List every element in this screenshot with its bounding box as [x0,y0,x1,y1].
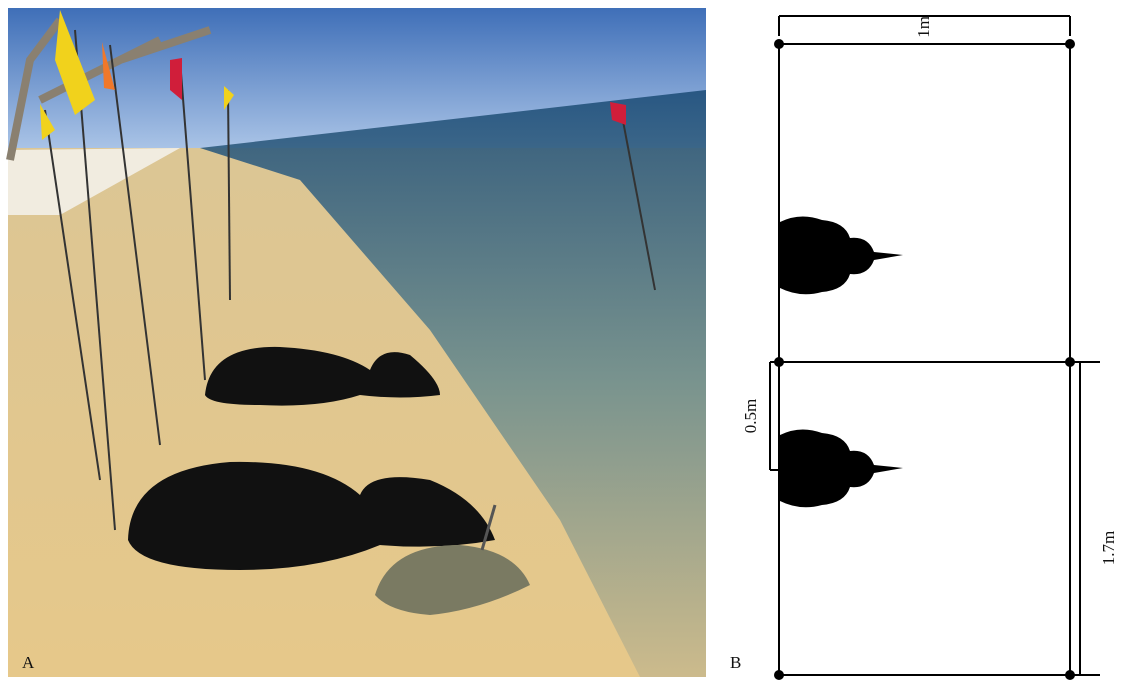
crab-shell [375,545,530,615]
panel-label-b: B [730,653,741,672]
width-label: 1m [914,16,933,38]
diagram: 1m 0.5m 1.7m B [730,15,1118,680]
photo: A [6,8,706,677]
crab-tail [480,504,497,551]
length-dimension [1070,361,1100,676]
width-dimension [778,15,1071,36]
flags [40,10,626,140]
length-label: 1.7m [1099,531,1118,565]
beach [8,148,180,215]
crab-silhouettes [780,216,903,508]
corner-dots [774,39,1075,680]
flag-poles [44,29,656,531]
spacing-dimension [769,361,779,471]
panel-label-a: A [22,653,35,672]
quadrat [778,43,1071,676]
sea [200,90,706,677]
spacing-label: 0.5m [741,399,760,433]
crabs-photo [128,346,495,570]
